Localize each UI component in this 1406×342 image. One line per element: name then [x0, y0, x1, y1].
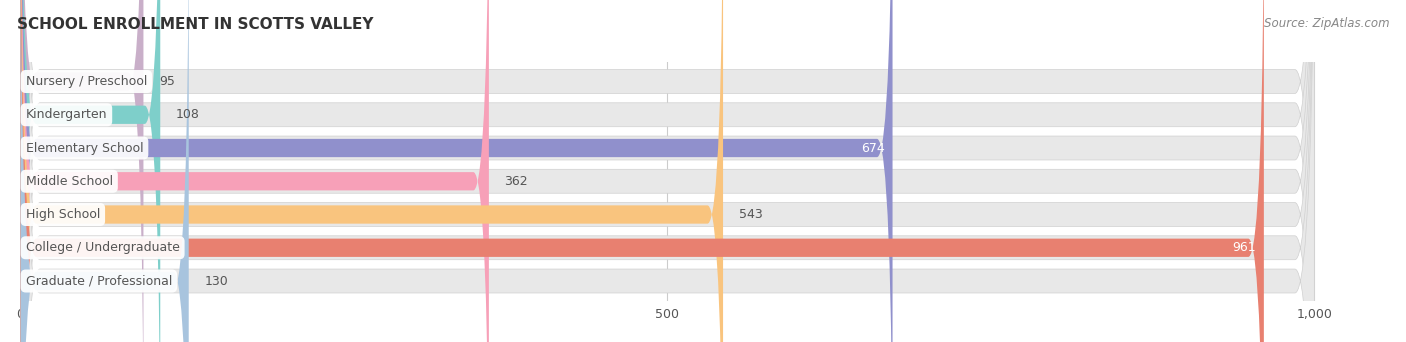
- FancyBboxPatch shape: [21, 0, 1315, 342]
- Text: Nursery / Preschool: Nursery / Preschool: [25, 75, 148, 88]
- FancyBboxPatch shape: [21, 0, 1315, 342]
- FancyBboxPatch shape: [21, 0, 1315, 342]
- FancyBboxPatch shape: [21, 0, 160, 342]
- FancyBboxPatch shape: [21, 0, 893, 342]
- FancyBboxPatch shape: [21, 0, 1315, 342]
- Text: 130: 130: [204, 275, 228, 288]
- Text: SCHOOL ENROLLMENT IN SCOTTS VALLEY: SCHOOL ENROLLMENT IN SCOTTS VALLEY: [17, 17, 374, 32]
- Text: Elementary School: Elementary School: [25, 142, 143, 155]
- Text: High School: High School: [25, 208, 100, 221]
- FancyBboxPatch shape: [21, 0, 1315, 342]
- Text: 362: 362: [505, 175, 529, 188]
- FancyBboxPatch shape: [21, 0, 1315, 342]
- FancyBboxPatch shape: [21, 0, 188, 342]
- FancyBboxPatch shape: [21, 0, 1264, 342]
- FancyBboxPatch shape: [21, 0, 723, 342]
- Text: Graduate / Professional: Graduate / Professional: [25, 275, 172, 288]
- Text: Source: ZipAtlas.com: Source: ZipAtlas.com: [1264, 17, 1389, 30]
- Text: 674: 674: [860, 142, 884, 155]
- FancyBboxPatch shape: [21, 0, 1315, 342]
- Text: 108: 108: [176, 108, 200, 121]
- Text: 95: 95: [159, 75, 174, 88]
- FancyBboxPatch shape: [21, 0, 143, 342]
- Text: 961: 961: [1233, 241, 1256, 254]
- FancyBboxPatch shape: [21, 0, 489, 342]
- Text: College / Undergraduate: College / Undergraduate: [25, 241, 180, 254]
- Text: Middle School: Middle School: [25, 175, 112, 188]
- Text: 543: 543: [738, 208, 762, 221]
- Text: Kindergarten: Kindergarten: [25, 108, 107, 121]
